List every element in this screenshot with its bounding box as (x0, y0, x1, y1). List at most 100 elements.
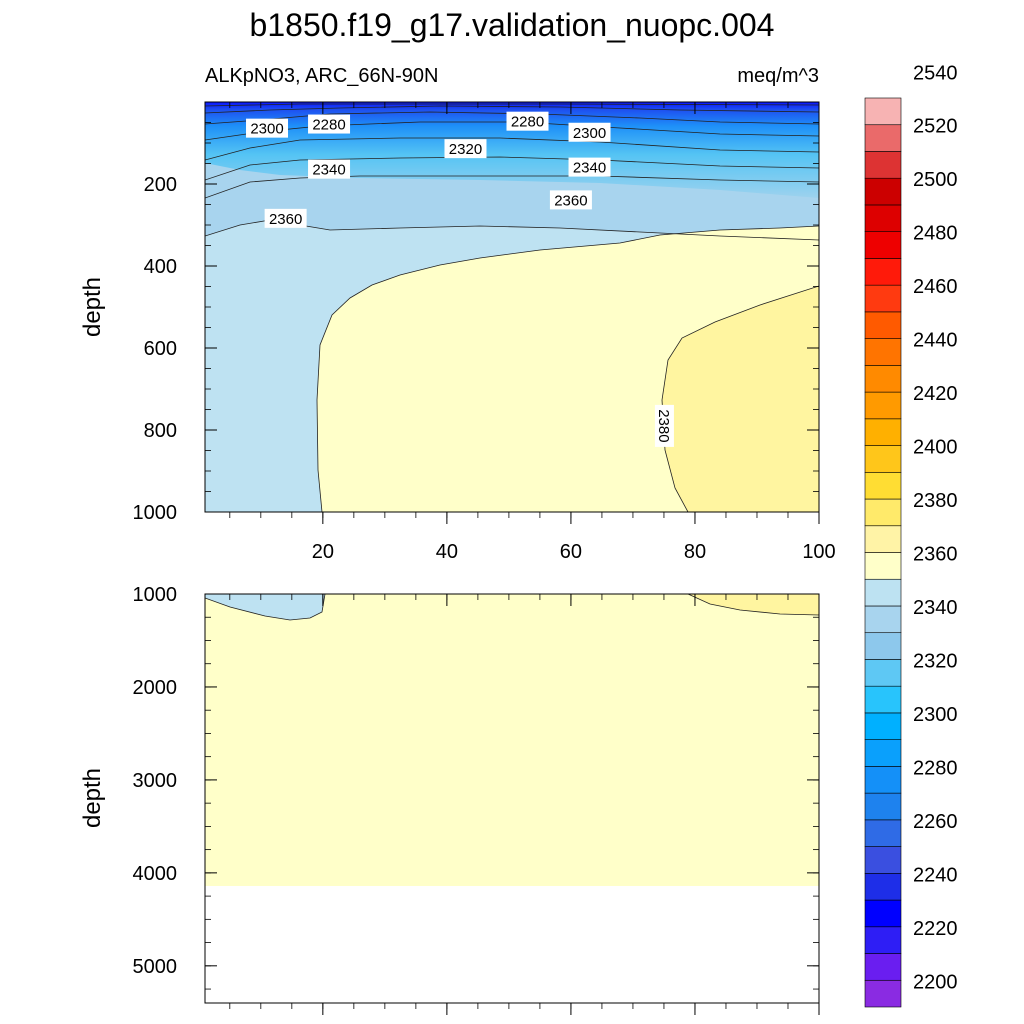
colorbar-label: 2300 (913, 704, 958, 726)
x-tick-label: 80 (684, 541, 706, 563)
contour-label: 2280 (308, 114, 351, 134)
colorbar-swatch (864, 258, 902, 286)
colorbar: 2200 2220 2240 2260 2280 2300 2320 2340 2360 2380… (864, 62, 958, 1008)
colorbar-label: 2320 (913, 650, 958, 672)
contour-label: 2360 (549, 190, 592, 210)
colorbar-swatch (864, 632, 902, 660)
contour-label: 2280 (506, 111, 549, 131)
svg-text:2320: 2320 (449, 141, 482, 158)
right-subtitle: meq/m^3 (737, 65, 819, 87)
colorbar-swatch (864, 418, 902, 446)
colorbar-swatch (864, 712, 902, 740)
y-tick-label: 1000 (133, 584, 178, 606)
colorbar-swatch (864, 846, 902, 874)
colorbar-swatch (864, 926, 902, 954)
colorbar-label: 2400 (913, 437, 958, 459)
colorbar-swatch (864, 311, 902, 339)
y-tick-label: 2000 (133, 677, 178, 699)
colorbar-label: 2200 (913, 971, 958, 993)
svg-text:2300: 2300 (573, 125, 606, 142)
colorbar-swatch (864, 578, 902, 607)
lower-y-axis-label: depth (79, 768, 106, 828)
colorbar-label: 2480 (913, 223, 958, 245)
colorbar-swatch (864, 177, 902, 206)
colorbar-label: 2520 (913, 116, 958, 138)
region-2380-2400 (662, 286, 819, 512)
contour-label: 2380 (654, 404, 674, 447)
colorbar-swatch (864, 97, 902, 126)
y-tick-label: 1000 (133, 502, 178, 524)
contour-label: 2340 (568, 157, 611, 177)
upper-panel-fill: 2280 2300 2280 2300 2320 2340 2340 2360 2360 2380 (205, 102, 819, 512)
svg-text:2380: 2380 (655, 409, 672, 442)
colorbar-swatch (864, 766, 902, 794)
colorbar-label: 2420 (913, 383, 958, 405)
colorbar-swatch (864, 605, 902, 634)
colorbar-label: 2240 (913, 864, 958, 886)
colorbar-swatch (864, 792, 902, 821)
y-tick-label: 600 (144, 338, 177, 360)
lower-panel-frame (204, 593, 820, 1004)
colorbar-label: 2380 (913, 490, 958, 512)
colorbar-label: 2540 (913, 62, 958, 84)
x-tick-label: 20 (312, 541, 334, 563)
colorbar-label: 2500 (913, 169, 958, 191)
colorbar-label: 2220 (913, 918, 958, 940)
colorbar-swatch (864, 284, 902, 313)
region-lower-2380 (687, 594, 819, 616)
svg-text:2360: 2360 (554, 192, 587, 209)
colorbar-swatch (864, 819, 902, 847)
colorbar-swatch (864, 498, 902, 527)
lower-panel-fill (205, 594, 819, 1003)
svg-text:2280: 2280 (511, 114, 544, 131)
colorbar-swatch (864, 445, 902, 473)
colorbar-swatch (864, 873, 902, 901)
colorbar-swatch (864, 953, 902, 981)
colorbar-swatch (864, 124, 902, 152)
colorbar-swatch (864, 685, 902, 714)
contour-label: 2320 (444, 139, 487, 159)
colorbar-swatch (864, 979, 902, 1008)
region-lower-2360 (205, 594, 326, 621)
colorbar-swatch (864, 659, 902, 687)
colorbar-swatch (864, 552, 902, 580)
y-tick-label: 200 (144, 174, 177, 196)
colorbar-label: 2460 (913, 276, 958, 298)
upper-y-axis-label: depth (79, 277, 106, 337)
y-tick-label: 3000 (133, 770, 178, 792)
colorbar-swatch (864, 739, 902, 767)
colorbar-label: 2280 (913, 757, 958, 779)
svg-text:2280: 2280 (312, 117, 345, 134)
y-tick-label: 800 (144, 420, 177, 442)
svg-text:2340: 2340 (573, 160, 606, 177)
y-tick-label: 400 (144, 256, 177, 278)
contour-label: 2340 (308, 159, 351, 179)
x-tick-label: 60 (560, 541, 582, 563)
contour-label: 2300 (568, 122, 611, 142)
colorbar-swatch (864, 365, 902, 393)
contour-label: 2360 (264, 208, 307, 228)
colorbar-swatch (864, 391, 902, 420)
contour-label: 2300 (246, 118, 289, 138)
y-tick-label: 4000 (133, 863, 178, 885)
y-tick-label: 5000 (133, 956, 178, 978)
svg-text:2360: 2360 (269, 211, 302, 228)
colorbar-swatch (864, 338, 902, 366)
colorbar-label: 2340 (913, 597, 958, 619)
chart-title: b1850.f19_g17.validation_nuopc.004 (250, 7, 775, 43)
colorbar-swatch (864, 471, 902, 500)
colorbar-label: 2360 (913, 544, 958, 566)
axes: 200 400 600 800 1000 1000 2000 3000 4000 5000 20 40… (133, 101, 836, 1015)
colorbar-swatch (864, 231, 902, 259)
x-tick-label: 40 (436, 541, 458, 563)
colorbar-swatch (864, 525, 902, 553)
colorbar-swatch (864, 899, 902, 928)
colorbar-swatch (864, 204, 902, 232)
svg-text:2340: 2340 (312, 162, 345, 179)
x-tick-label: 100 (802, 541, 835, 563)
left-subtitle: ALKpNO3, ARC_66N-90N (205, 65, 438, 87)
region-surface-gradient (205, 102, 819, 198)
svg-text:2300: 2300 (250, 121, 283, 138)
no-data-region (205, 886, 819, 1003)
